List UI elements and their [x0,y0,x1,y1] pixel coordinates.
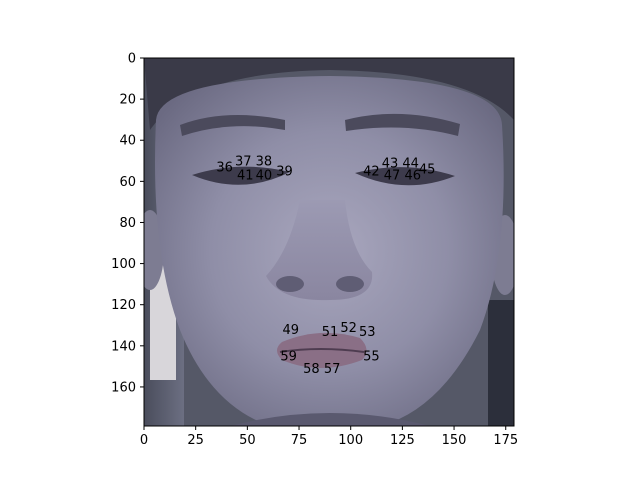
x-tick-label: 75 [291,433,308,448]
landmark-label-51: 51 [322,325,339,340]
right-eyebrow [345,113,460,136]
landmark-label-45: 45 [419,163,436,178]
y-tick-label: 40 [119,134,136,149]
y-tick-label: 60 [119,175,136,190]
x-axis: 0 25 50 75 100 125 150 175 [140,426,518,448]
x-tick-label: 150 [442,433,467,448]
face-image [144,58,514,426]
x-tick-label: 0 [140,433,148,448]
landmark-label-37: 37 [235,154,252,169]
landmark-label-47: 47 [384,169,401,184]
y-tick-label: 140 [111,339,136,354]
y-tick-label: 80 [119,216,136,231]
landmark-label-44: 44 [402,156,419,171]
left-nostril [276,276,304,292]
y-tick-label: 20 [119,93,136,108]
y-tick-label: 120 [111,298,136,313]
landmark-label-43: 43 [382,156,399,171]
nose [266,200,373,301]
x-tick-label: 175 [493,433,518,448]
photo-right-dark-region [488,300,514,426]
y-tick-label: 160 [111,380,136,395]
x-tick-label: 125 [390,433,415,448]
landmark-label-38: 38 [256,154,273,169]
y-axis: 0 20 40 60 80 100 120 140 160 [111,52,144,395]
x-tick-label: 50 [239,433,256,448]
y-tick-label: 0 [128,52,136,67]
landmark-label-52: 52 [340,321,357,336]
landmark-label-49: 49 [282,323,299,338]
landmark-label-57: 57 [324,362,341,377]
landmark-label-39: 39 [276,165,293,180]
neck-shadow [230,413,430,426]
landmark-label-53: 53 [359,325,376,340]
x-tick-label: 25 [187,433,204,448]
right-eye [355,167,455,186]
left-eyebrow [180,115,285,136]
landmark-label-41: 41 [237,169,254,184]
hair [144,58,514,130]
landmark-label-58: 58 [303,362,320,377]
mouth [277,332,367,368]
axes-frame [143,57,515,427]
right-nostril [336,276,364,292]
landmark-label-55: 55 [363,350,380,365]
landmark-label-42: 42 [363,165,380,180]
landmark-label-40: 40 [256,169,273,184]
landmark-label-46: 46 [404,169,421,184]
y-tick-label: 100 [111,257,136,272]
left-eye [192,166,290,185]
landmark-label-36: 36 [216,160,233,175]
lip-line [279,348,365,353]
landmark-label-59: 59 [280,350,297,365]
x-tick-label: 100 [338,433,363,448]
